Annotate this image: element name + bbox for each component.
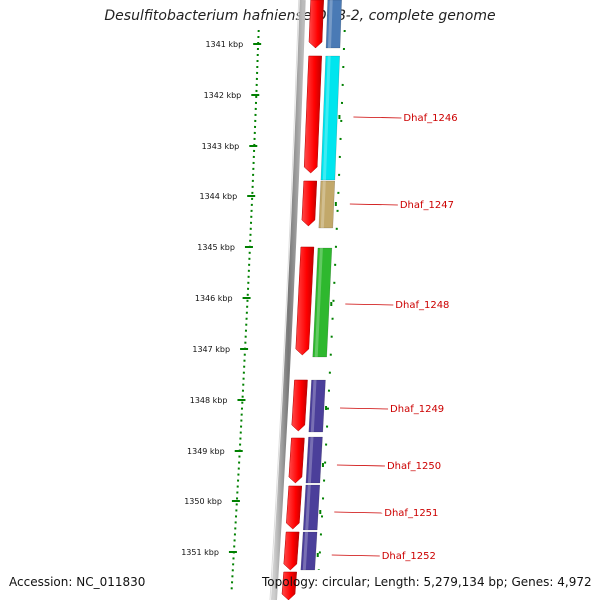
orf-segment xyxy=(291,379,308,432)
orf-segment xyxy=(295,246,315,356)
gene-label: Dhaf_1252 xyxy=(382,551,436,562)
gene-block xyxy=(312,247,333,358)
tick-label: 1348 kbp xyxy=(190,396,228,405)
gene-shade xyxy=(310,380,317,432)
genome-backbone xyxy=(271,0,306,600)
orf-segment xyxy=(308,0,324,49)
gene-block xyxy=(302,484,321,531)
gene-block xyxy=(320,55,340,181)
tick-label: 1351 kbp xyxy=(181,548,219,557)
gene-shade xyxy=(328,0,333,48)
gene-label: Dhaf_1249 xyxy=(390,404,444,415)
gene-leader-line xyxy=(353,116,402,119)
orf-segment xyxy=(301,180,318,227)
gene-shade xyxy=(322,56,331,180)
gene-label: Dhaf_1246 xyxy=(403,113,457,124)
tick-label: 1342 kbp xyxy=(204,91,242,100)
gene-leader-line xyxy=(340,407,389,410)
outer-ruler-line xyxy=(317,29,346,571)
gene-shade xyxy=(302,532,309,570)
accession-label: Accession: NC_011830 xyxy=(9,575,146,589)
tick-label: 1349 kbp xyxy=(187,447,225,456)
gene-leader-line xyxy=(349,203,398,206)
gene-leader-line xyxy=(331,554,380,557)
gene-block xyxy=(300,531,318,571)
gene-block xyxy=(325,0,342,49)
ruler-line xyxy=(230,29,260,591)
orf-segment xyxy=(303,55,322,174)
tick-label: 1347 kbp xyxy=(192,345,230,354)
tick-label: 1346 kbp xyxy=(195,294,233,303)
orf-segment xyxy=(283,531,300,571)
gene-label: Dhaf_1250 xyxy=(387,461,441,472)
gene-leader-line xyxy=(345,303,394,306)
orf-segment xyxy=(281,571,297,600)
genome-backbone-highlight xyxy=(269,0,300,600)
gene-shade xyxy=(314,248,323,357)
gene-shade xyxy=(320,181,326,228)
gene-leader-line xyxy=(334,511,383,514)
gene-label: Dhaf_1247 xyxy=(400,200,454,211)
gene-block xyxy=(305,436,323,484)
gene-shade xyxy=(307,437,314,483)
gene-leader-line xyxy=(336,464,385,467)
gene-label: Dhaf_1248 xyxy=(395,300,449,311)
gene-label: Dhaf_1251 xyxy=(384,508,438,519)
gene-shade xyxy=(305,485,311,530)
tick-label: 1343 kbp xyxy=(202,142,240,151)
gene-block xyxy=(318,180,336,229)
tick-label: 1350 kbp xyxy=(184,497,222,506)
tick-label: 1345 kbp xyxy=(197,243,235,252)
gene-block xyxy=(308,379,326,433)
tick-label: 1344 kbp xyxy=(199,192,237,201)
genome-summary: Topology: circular; Length: 5,279,134 bp… xyxy=(262,575,592,589)
tick-label: 1341 kbp xyxy=(205,40,243,49)
orf-segment xyxy=(288,437,305,484)
orf-segment xyxy=(286,485,303,530)
